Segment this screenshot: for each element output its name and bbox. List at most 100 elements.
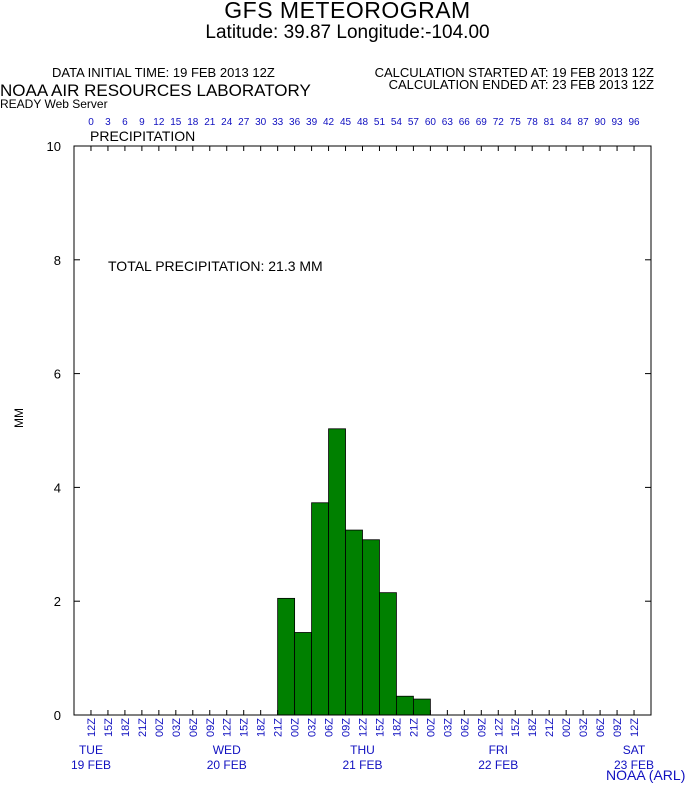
day-date-label: 19 FEB — [71, 758, 111, 772]
time-label: 12Z — [358, 718, 370, 737]
forecast-hour-label: 51 — [374, 117, 386, 128]
time-label: 18Z — [120, 718, 132, 737]
time-label: 12Z — [629, 718, 641, 737]
forecast-hour-label: 24 — [221, 117, 233, 128]
time-label: 09Z — [205, 718, 217, 737]
time-label: 18Z — [527, 718, 539, 737]
forecast-hour-label: 87 — [578, 117, 590, 128]
time-label: 21Z — [137, 718, 149, 737]
forecast-hour-label: 57 — [408, 117, 420, 128]
panel-title: PRECIPITATION — [90, 128, 196, 144]
precip-bar — [396, 695, 414, 716]
day-name-label: THU — [350, 743, 375, 757]
forecast-hour-label: 63 — [442, 117, 454, 128]
time-label: 00Z — [561, 718, 573, 737]
day-name-label: FRI — [489, 743, 508, 757]
time-label: 21Z — [408, 718, 420, 737]
precip-bar — [413, 698, 431, 716]
server-name: READY Web Server — [0, 97, 108, 111]
time-label: 15Z — [510, 718, 522, 737]
precip-bar — [379, 592, 397, 716]
forecast-hour-label: 45 — [340, 117, 352, 128]
forecast-hour-label: 33 — [272, 117, 284, 128]
forecast-hour-label: 54 — [391, 117, 403, 128]
y-tick-label: 8 — [54, 253, 61, 268]
day-date-label: 20 FEB — [207, 758, 247, 772]
lab-name: NOAA AIR RESOURCES LABORATORY — [0, 81, 311, 100]
forecast-hour-label: 42 — [323, 117, 335, 128]
precip-bar — [277, 597, 296, 716]
time-label: 09Z — [476, 718, 488, 737]
day-name-label: SAT — [623, 743, 646, 757]
forecast-hour-label: 12 — [153, 117, 165, 128]
forecast-hour-label: 72 — [493, 117, 505, 128]
forecast-hour-label: 66 — [459, 117, 471, 128]
y-tick-label: 4 — [54, 480, 61, 495]
forecast-hour-label: 90 — [595, 117, 607, 128]
time-label: 03Z — [578, 718, 590, 737]
time-label: 00Z — [425, 718, 437, 737]
forecast-hour-label: 60 — [425, 117, 437, 128]
total-precipitation-annotation: TOTAL PRECIPITATION: 21.3 MM — [108, 258, 323, 274]
time-label: 06Z — [324, 718, 336, 737]
forecast-hour-label: 75 — [510, 117, 522, 128]
day-date-label: 23 FEB — [614, 758, 654, 772]
time-label: 21Z — [544, 718, 556, 737]
forecast-hour-label: 96 — [628, 117, 640, 128]
time-label: 03Z — [442, 718, 454, 737]
forecast-hour-label: 69 — [476, 117, 488, 128]
time-label: 09Z — [341, 718, 353, 737]
forecast-hour-label: 21 — [204, 117, 216, 128]
forecast-hour-label: 15 — [170, 117, 182, 128]
y-tick-label: 2 — [54, 594, 61, 609]
y-tick-label: 6 — [54, 367, 61, 382]
forecast-hour-label: 9 — [139, 117, 145, 128]
y-tick-label: 10 — [47, 139, 61, 154]
forecast-hour-label: 36 — [289, 117, 301, 128]
time-label: 18Z — [391, 718, 403, 737]
time-label: 06Z — [595, 718, 607, 737]
calculation-ended: CALCULATION ENDED AT: 23 FEB 2013 12Z — [388, 77, 654, 92]
forecast-hour-label: 3 — [105, 117, 111, 128]
time-label: 21Z — [273, 718, 285, 737]
time-label: 15Z — [103, 718, 115, 737]
time-label: 00Z — [154, 718, 166, 737]
time-label: 15Z — [374, 718, 386, 737]
time-label: 12Z — [86, 718, 98, 737]
time-label: 15Z — [239, 718, 251, 737]
time-label: 06Z — [188, 718, 200, 737]
precip-bar — [294, 632, 312, 716]
time-label: 03Z — [171, 718, 183, 737]
forecast-hour-label: 30 — [255, 117, 267, 128]
forecast-hour-label: 48 — [357, 117, 369, 128]
forecast-hour-label: 93 — [611, 117, 623, 128]
location-subtitle: Latitude: 39.87 Longitude:-104.00 — [205, 22, 490, 43]
precip-bar — [345, 529, 363, 716]
chart-title: GFS METEOROGRAM — [224, 0, 471, 23]
precip-bar — [311, 502, 329, 716]
precip-bar — [362, 539, 380, 716]
noaa-arl-credit: NOAA (ARL) — [606, 767, 686, 783]
precip-bar — [328, 428, 346, 716]
day-name-label: TUE — [79, 743, 103, 757]
forecast-hour-label: 39 — [306, 117, 318, 128]
time-label: 03Z — [307, 718, 319, 737]
time-label: 12Z — [493, 718, 505, 737]
y-tick-label: 0 — [54, 708, 61, 723]
forecast-hour-label: 84 — [561, 117, 573, 128]
data-initial-time: DATA INITIAL TIME: 19 FEB 2013 12Z — [52, 65, 275, 80]
time-label: 09Z — [612, 718, 624, 737]
time-label: 12Z — [222, 718, 234, 737]
day-date-label: 21 FEB — [342, 758, 382, 772]
day-name-label: WED — [213, 743, 241, 757]
forecast-hour-label: 18 — [187, 117, 199, 128]
forecast-hour-label: 6 — [122, 117, 128, 128]
day-date-label: 22 FEB — [478, 758, 518, 772]
time-label: 00Z — [290, 718, 302, 737]
forecast-hour-label: 0 — [88, 117, 94, 128]
calculation-started: CALCULATION STARTED AT: 19 FEB 2013 12Z — [374, 65, 654, 80]
time-label: 06Z — [459, 718, 471, 737]
time-label: 18Z — [256, 718, 268, 737]
forecast-hour-label: 27 — [238, 117, 250, 128]
